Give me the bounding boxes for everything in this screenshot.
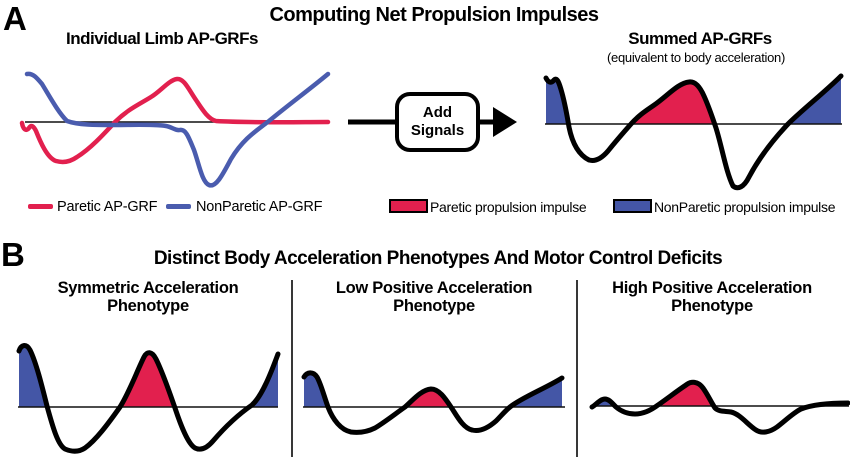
arrow-head-icon (493, 107, 517, 137)
paretic-grf-legend-label: Paretic AP-GRF (57, 199, 158, 215)
lowpos-nonparetic-fill-left (304, 372, 328, 407)
summed-grf-chart-title: Summed AP-GRFs (628, 29, 772, 48)
add-signals-label-line1: Add (422, 104, 453, 121)
nonparetic-impulse-legend-label: NonParetic propulsion impulse (654, 199, 836, 215)
summed-paretic-impulse-fill (631, 81, 714, 124)
paretic-grf-curve (19, 76, 331, 165)
nonparetic-grf-curve (24, 71, 331, 188)
symmetric-acceleration-curve (16, 343, 281, 454)
paretic-line-swatch (28, 204, 53, 209)
symmetric-paretic-fill (120, 352, 175, 407)
summed-nonparetic-impulse-fill-left (546, 78, 568, 124)
panel-a-title: Computing Net Propulsion Impulses (269, 4, 599, 26)
summed-grf-chart-subtitle: (equivalent to body acceleration) (607, 50, 785, 65)
lowpos-phenotype-title: Low Positive Acceleration Phenotype (314, 279, 554, 315)
panel-b-label: B (1, 236, 25, 273)
nonparetic-line-swatch (166, 204, 191, 209)
symmetric-phenotype-title-line1: Symmetric Acceleration (57, 279, 239, 297)
paretic-impulse-legend-label: Paretic propulsion impulse (430, 199, 587, 215)
add-signals-label-line2: Signals (410, 122, 465, 139)
lowpos-phenotype-title-line2: Phenotype (393, 297, 475, 315)
panel-a-label: A (3, 0, 27, 37)
highpos-phenotype-title-line1: High Positive Acceleration (612, 279, 812, 297)
summed-grf-curve (543, 73, 844, 191)
highpos-acceleration-curve (589, 379, 850, 435)
nonparetic-impulse-swatch (613, 199, 652, 213)
symmetric-phenotype-title: Symmetric Acceleration Phenotype (28, 279, 268, 315)
highpos-phenotype-title: High Positive Acceleration Phenotype (592, 279, 832, 315)
individual-grf-chart-title: Individual Limb AP-GRFs (66, 29, 258, 48)
symmetric-phenotype-title-line2: Phenotype (107, 297, 189, 315)
panel-b-title: Distinct Body Acceleration Phenotypes An… (153, 248, 723, 269)
nonparetic-grf-legend-label: NonParetic AP-GRF (196, 199, 323, 215)
symmetric-nonparetic-fill-right (252, 354, 278, 407)
symmetric-nonparetic-fill-left (19, 345, 47, 407)
paretic-impulse-swatch (389, 199, 428, 213)
lowpos-acceleration-curve (301, 370, 565, 435)
add-signals-box: Add Signals (395, 92, 480, 152)
lowpos-phenotype-title-line1: Low Positive Acceleration (335, 279, 533, 297)
highpos-phenotype-title-line2: Phenotype (671, 297, 753, 315)
